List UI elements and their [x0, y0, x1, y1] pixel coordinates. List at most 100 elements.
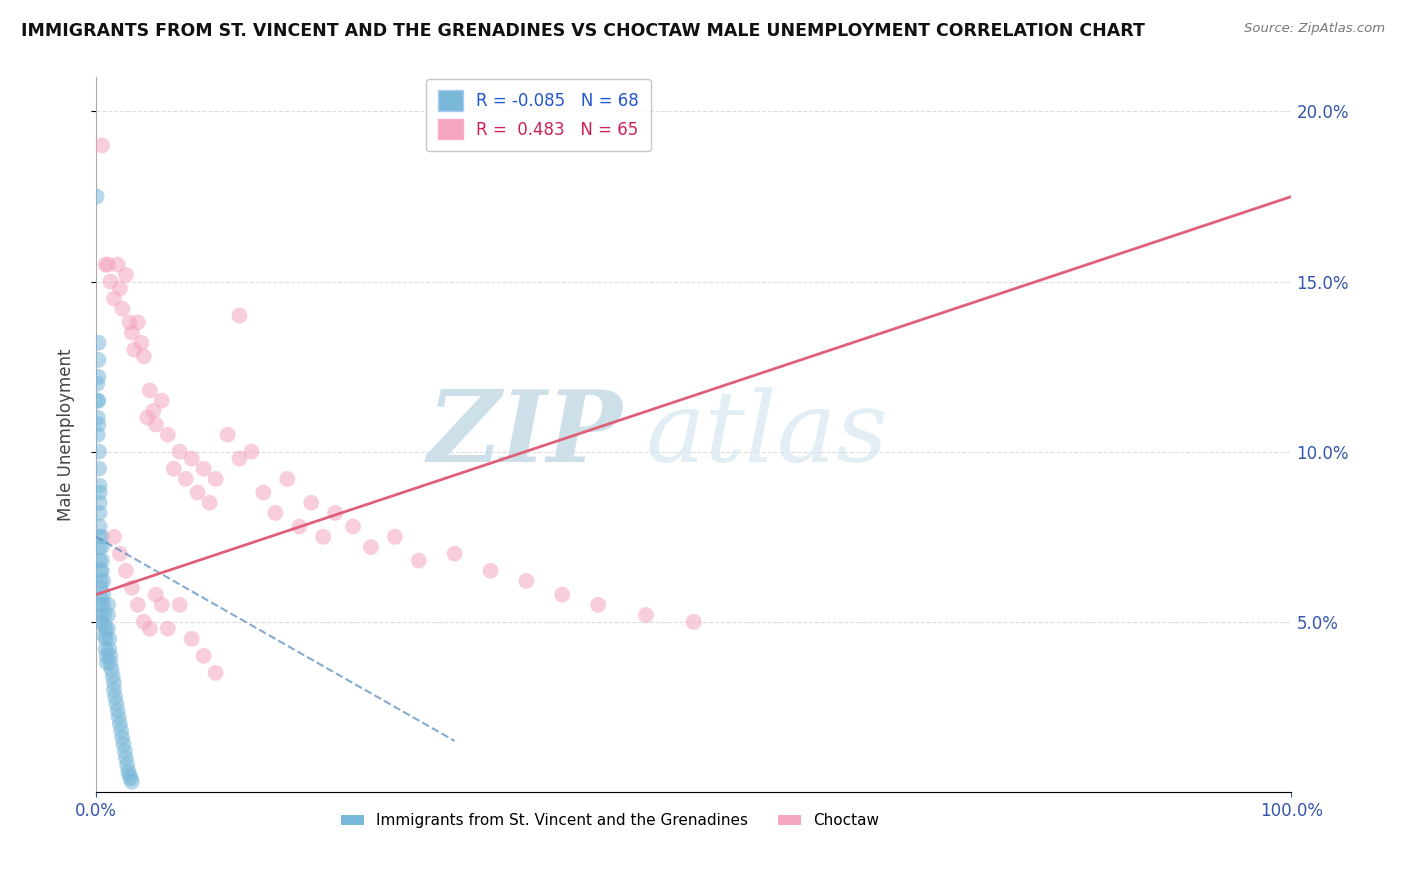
Point — [145, 417, 167, 432]
Point — [121, 581, 143, 595]
Point — [145, 588, 167, 602]
Point — [103, 682, 125, 697]
Point — [100, 663, 122, 677]
Point — [90, 598, 112, 612]
Point — [111, 301, 134, 316]
Point — [252, 485, 274, 500]
Point — [107, 258, 129, 272]
Point — [96, 648, 118, 663]
Point — [228, 451, 250, 466]
Point — [89, 479, 111, 493]
Point — [515, 574, 537, 588]
Text: ZIP: ZIP — [427, 386, 621, 483]
Point — [94, 622, 117, 636]
Point — [98, 648, 121, 663]
Point — [131, 335, 153, 350]
Point — [139, 384, 162, 398]
Point — [90, 615, 112, 629]
Point — [89, 564, 111, 578]
Point — [114, 744, 136, 758]
Point — [150, 598, 173, 612]
Point — [89, 519, 111, 533]
Point — [682, 615, 704, 629]
Point — [443, 547, 465, 561]
Point — [121, 774, 143, 789]
Point — [115, 564, 138, 578]
Point — [93, 607, 115, 622]
Point — [86, 393, 108, 408]
Point — [94, 632, 117, 646]
Point — [108, 547, 131, 561]
Point — [110, 723, 132, 738]
Point — [104, 690, 127, 704]
Point — [87, 461, 110, 475]
Point — [98, 275, 121, 289]
Point — [323, 506, 346, 520]
Point — [97, 622, 120, 636]
Point — [118, 768, 141, 782]
Point — [264, 506, 287, 520]
Point — [86, 189, 108, 203]
Point — [93, 628, 115, 642]
Point — [90, 591, 112, 605]
Point — [98, 656, 121, 670]
Text: atlas: atlas — [645, 387, 889, 483]
Legend: Immigrants from St. Vincent and the Grenadines, Choctaw: Immigrants from St. Vincent and the Gren… — [335, 807, 886, 834]
Point — [127, 315, 149, 329]
Point — [108, 281, 131, 295]
Point — [193, 461, 215, 475]
Point — [121, 326, 143, 340]
Point — [120, 772, 142, 786]
Point — [342, 519, 364, 533]
Point — [103, 676, 125, 690]
Point — [586, 598, 609, 612]
Point — [551, 588, 574, 602]
Point — [115, 751, 138, 765]
Point — [97, 598, 120, 612]
Text: IMMIGRANTS FROM ST. VINCENT AND THE GRENADINES VS CHOCTAW MALE UNEMPLOYMENT CORR: IMMIGRANTS FROM ST. VINCENT AND THE GREN… — [21, 22, 1144, 40]
Point — [87, 410, 110, 425]
Point — [169, 598, 191, 612]
Point — [91, 564, 114, 578]
Point — [89, 496, 111, 510]
Point — [103, 530, 125, 544]
Point — [87, 352, 110, 367]
Point — [86, 376, 108, 391]
Point — [98, 642, 121, 657]
Text: Source: ZipAtlas.com: Source: ZipAtlas.com — [1244, 22, 1385, 36]
Point — [163, 461, 186, 475]
Point — [127, 598, 149, 612]
Point — [240, 444, 263, 458]
Point — [288, 519, 311, 533]
Point — [105, 697, 128, 711]
Point — [87, 427, 110, 442]
Point — [136, 410, 159, 425]
Point — [94, 258, 117, 272]
Point — [187, 485, 209, 500]
Point — [93, 618, 115, 632]
Point — [89, 485, 111, 500]
Point — [217, 427, 239, 442]
Point — [115, 757, 138, 772]
Point — [91, 598, 114, 612]
Point — [97, 258, 120, 272]
Point — [204, 472, 226, 486]
Point — [479, 564, 502, 578]
Y-axis label: Male Unemployment: Male Unemployment — [58, 349, 75, 521]
Point — [91, 574, 114, 588]
Point — [384, 530, 406, 544]
Point — [132, 615, 155, 629]
Point — [87, 335, 110, 350]
Point — [91, 588, 114, 602]
Point — [107, 710, 129, 724]
Point — [139, 622, 162, 636]
Point — [108, 717, 131, 731]
Point — [94, 642, 117, 657]
Point — [96, 656, 118, 670]
Point — [180, 451, 202, 466]
Point — [98, 632, 121, 646]
Point — [107, 703, 129, 717]
Point — [91, 553, 114, 567]
Point — [91, 540, 114, 554]
Point — [228, 309, 250, 323]
